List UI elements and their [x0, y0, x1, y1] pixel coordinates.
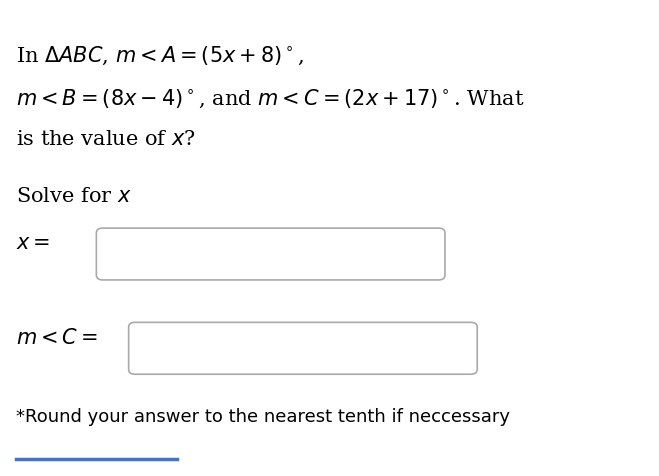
- Text: *Round your answer to the nearest tenth if neccessary: *Round your answer to the nearest tenth …: [16, 407, 509, 426]
- Text: $x =$: $x =$: [16, 233, 50, 252]
- FancyBboxPatch shape: [96, 228, 445, 280]
- Text: is the value of $x$?: is the value of $x$?: [16, 130, 195, 149]
- FancyBboxPatch shape: [129, 323, 477, 375]
- Text: $m < C =$: $m < C =$: [16, 327, 98, 347]
- Text: In $\Delta ABC$, $m < A = (5x + 8)^\circ$,: In $\Delta ABC$, $m < A = (5x + 8)^\circ…: [16, 45, 304, 67]
- Text: Solve for $x$: Solve for $x$: [16, 186, 131, 205]
- Text: $m < B = (8x - 4)^\circ$, and $m < C = (2x + 17)^\circ$. What: $m < B = (8x - 4)^\circ$, and $m < C = (…: [16, 88, 524, 109]
